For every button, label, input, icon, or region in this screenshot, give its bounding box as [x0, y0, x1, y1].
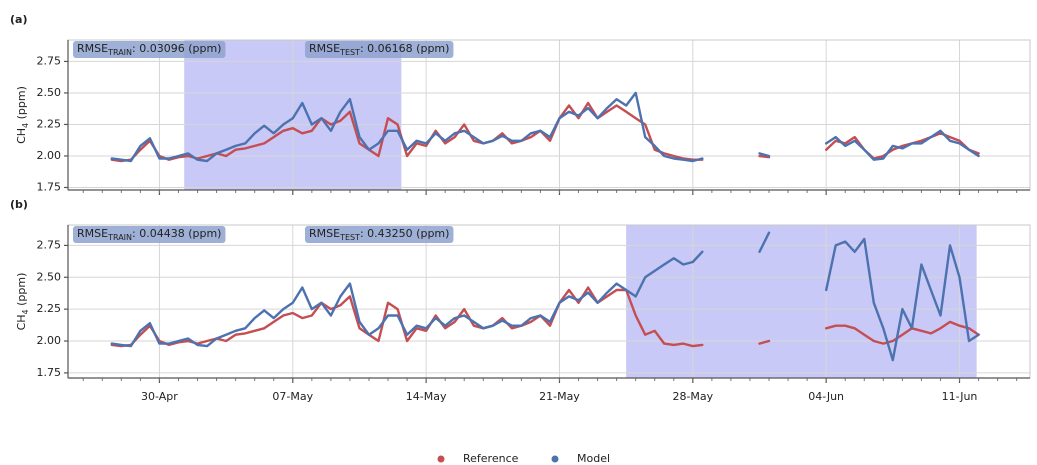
panel-label: (b): [10, 198, 28, 211]
legend-label: Reference: [463, 452, 519, 465]
y-label-rest: (ppm): [15, 273, 28, 310]
annotation-value: : 0.43250 (ppm): [360, 227, 449, 240]
annotation-prefix: RMSE: [309, 42, 340, 55]
rmse-annotation: RMSETEST: 0.06168 (ppm): [305, 41, 454, 58]
x-tick-label: 04-Jun: [808, 390, 844, 403]
x-tick-label: 07-May: [272, 390, 313, 403]
y-tick-label: 2.75: [37, 238, 62, 251]
y-tick-label: 2.50: [37, 270, 62, 283]
annotation-box: [73, 226, 226, 243]
y-tick-label: 2.50: [37, 86, 62, 99]
annotation-box: [73, 41, 226, 58]
annotation-box: [305, 226, 454, 243]
x-tick-label: 11-Jun: [942, 390, 978, 403]
legend-label: Model: [577, 452, 610, 465]
y-tick-label: 2.00: [37, 149, 62, 162]
y-tick-label: 2.75: [37, 54, 62, 67]
annotation-value: : 0.03096 (ppm): [132, 42, 221, 55]
annotation-prefix: RMSE: [77, 42, 108, 55]
annotation-prefix: RMSE: [309, 227, 340, 240]
y-label-subscript: 4: [21, 309, 30, 314]
y-label-subscript: 4: [21, 123, 30, 128]
series-line: [110, 286, 980, 348]
legend-marker: [551, 455, 559, 463]
series-line: [110, 91, 980, 163]
x-tick-label: 28-May: [672, 390, 713, 403]
series-line: [110, 101, 980, 163]
annotation-box: [305, 41, 454, 58]
annotation-text: RMSETRAIN: 0.03096 (ppm): [77, 42, 221, 57]
y-axis-label: CH4 (ppm): [15, 86, 30, 144]
y-label-base: CH: [15, 128, 28, 144]
annotation-subscript: TRAIN: [107, 233, 132, 242]
series-line: [110, 231, 980, 362]
x-tick-label: 30-Apr: [141, 390, 178, 403]
annotation-value: : 0.04438 (ppm): [132, 227, 221, 240]
y-label-rest: (ppm): [15, 86, 28, 123]
annotation-text: RMSETEST: 0.43250 (ppm): [309, 227, 449, 242]
annotation-subscript: TEST: [339, 233, 360, 242]
annotation-value: : 0.06168 (ppm): [360, 42, 449, 55]
panel-label: (a): [10, 13, 27, 26]
rmse-annotation: RMSETEST: 0.43250 (ppm): [305, 226, 454, 243]
test-period-shade: [626, 225, 977, 378]
legend-marker: [437, 455, 445, 463]
y-tick-label: 1.75: [37, 366, 62, 379]
y-label-base: CH: [15, 314, 28, 330]
annotation-subscript: TRAIN: [107, 48, 132, 57]
rmse-annotation: RMSETRAIN: 0.03096 (ppm): [73, 41, 226, 58]
annotation-subscript: TEST: [339, 48, 360, 57]
annotation-prefix: RMSE: [77, 227, 108, 240]
rmse-annotation: RMSETRAIN: 0.04438 (ppm): [73, 226, 226, 243]
annotation-text: RMSETEST: 0.06168 (ppm): [309, 42, 449, 57]
y-axis-label: CH4 (ppm): [15, 273, 30, 331]
x-tick-label: 14-May: [406, 390, 447, 403]
x-tick-label: 21-May: [539, 390, 580, 403]
y-tick-label: 2.25: [37, 117, 62, 130]
y-tick-label: 2.00: [37, 334, 62, 347]
annotation-text: RMSETRAIN: 0.04438 (ppm): [77, 227, 221, 242]
y-tick-label: 1.75: [37, 180, 62, 193]
y-tick-label: 2.25: [37, 302, 62, 315]
